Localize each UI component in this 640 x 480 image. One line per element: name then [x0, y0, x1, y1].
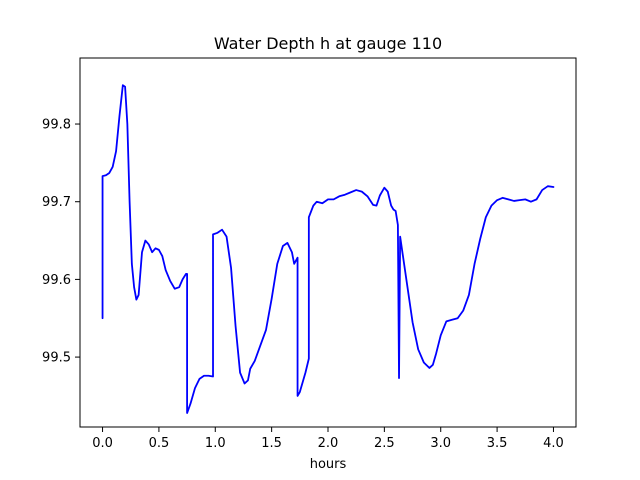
x-tick-label: 0.0: [92, 436, 113, 451]
x-axis-tick-labels: 0.0 0.5 1.0 1.5 2.0 2.5 3.0 3.5 4.0: [92, 436, 564, 451]
y-tick-label: 99.5: [42, 351, 71, 366]
x-tick-label: 0.5: [149, 436, 170, 451]
water-depth-line: [101, 84, 555, 414]
x-tick-label: 2.5: [374, 436, 395, 451]
x-tick-label: 4.0: [543, 436, 564, 451]
y-tick-label: 99.6: [42, 273, 71, 288]
chart-title: Water Depth h at gauge 110: [214, 34, 442, 53]
y-axis-tick-labels: 99.5 99.6 99.7 99.8: [42, 118, 71, 366]
y-tick-label: 99.7: [42, 195, 71, 210]
x-tick-label: 1.0: [205, 436, 226, 451]
x-tick-label: 3.0: [430, 436, 451, 451]
plot-area: [79, 57, 577, 428]
x-axis-title: hours: [310, 457, 347, 472]
y-tick-label: 99.8: [42, 118, 71, 133]
x-tick-label: 3.5: [487, 436, 508, 451]
x-tick-label: 1.5: [261, 436, 282, 451]
x-tick-label: 2.0: [318, 436, 339, 451]
x-axis-ticks: [102, 427, 554, 432]
y-axis-ticks: [75, 123, 80, 358]
